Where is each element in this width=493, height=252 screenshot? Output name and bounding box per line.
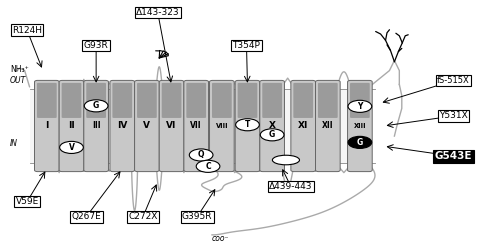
Text: VII: VII bbox=[190, 121, 202, 131]
Text: T354P: T354P bbox=[233, 41, 260, 50]
Text: III: III bbox=[92, 121, 101, 131]
FancyBboxPatch shape bbox=[350, 83, 370, 118]
FancyBboxPatch shape bbox=[348, 80, 372, 172]
Text: IN: IN bbox=[10, 139, 18, 148]
FancyBboxPatch shape bbox=[112, 83, 132, 118]
Text: coo⁻: coo⁻ bbox=[212, 234, 229, 243]
Text: V: V bbox=[69, 143, 74, 152]
Text: IX: IX bbox=[242, 121, 253, 131]
Circle shape bbox=[60, 141, 83, 153]
FancyBboxPatch shape bbox=[235, 80, 260, 172]
Text: Δ439-443: Δ439-443 bbox=[269, 182, 313, 191]
Text: Q267E: Q267E bbox=[71, 212, 101, 221]
Text: T: T bbox=[245, 120, 250, 129]
FancyBboxPatch shape bbox=[318, 83, 338, 118]
FancyBboxPatch shape bbox=[110, 80, 135, 172]
FancyBboxPatch shape bbox=[293, 83, 313, 118]
Text: V59E: V59E bbox=[15, 197, 39, 206]
Text: G: G bbox=[357, 138, 363, 147]
Text: G543E: G543E bbox=[435, 151, 472, 161]
Circle shape bbox=[236, 119, 259, 131]
FancyBboxPatch shape bbox=[135, 80, 159, 172]
Text: Y531X: Y531X bbox=[439, 111, 468, 120]
Text: Δ143-323: Δ143-323 bbox=[136, 8, 179, 17]
Text: Y: Y bbox=[357, 102, 362, 111]
Text: IV: IV bbox=[117, 121, 128, 131]
FancyBboxPatch shape bbox=[84, 80, 108, 172]
Text: XIII: XIII bbox=[353, 123, 366, 129]
Text: VIII: VIII bbox=[215, 123, 228, 129]
Circle shape bbox=[196, 160, 220, 172]
Text: G: G bbox=[269, 130, 275, 139]
FancyBboxPatch shape bbox=[210, 80, 234, 172]
Text: VI: VI bbox=[166, 121, 177, 131]
FancyBboxPatch shape bbox=[37, 83, 57, 118]
Text: G395R: G395R bbox=[182, 212, 212, 221]
Text: OUT: OUT bbox=[10, 76, 26, 85]
Text: C272X: C272X bbox=[128, 212, 158, 221]
Text: G93R: G93R bbox=[84, 41, 108, 50]
FancyBboxPatch shape bbox=[238, 83, 257, 118]
Text: C: C bbox=[205, 162, 211, 171]
FancyBboxPatch shape bbox=[212, 83, 232, 118]
FancyBboxPatch shape bbox=[62, 83, 81, 118]
Text: G: G bbox=[93, 101, 99, 110]
Circle shape bbox=[348, 136, 372, 148]
Text: XI: XI bbox=[298, 121, 309, 131]
Ellipse shape bbox=[272, 155, 300, 165]
Circle shape bbox=[189, 149, 213, 161]
Text: fS-515X: fS-515X bbox=[437, 76, 470, 85]
Text: Q: Q bbox=[198, 150, 205, 160]
FancyBboxPatch shape bbox=[35, 80, 59, 172]
Circle shape bbox=[84, 100, 108, 112]
Bar bbox=[30, 89, 372, 163]
Text: V: V bbox=[143, 121, 150, 131]
FancyBboxPatch shape bbox=[260, 80, 284, 172]
Circle shape bbox=[348, 100, 372, 112]
FancyBboxPatch shape bbox=[184, 80, 209, 172]
Text: NH₃⁺: NH₃⁺ bbox=[10, 65, 29, 74]
FancyBboxPatch shape bbox=[316, 80, 340, 172]
FancyBboxPatch shape bbox=[162, 83, 181, 118]
Text: XII: XII bbox=[322, 121, 334, 131]
FancyBboxPatch shape bbox=[291, 80, 316, 172]
FancyBboxPatch shape bbox=[86, 83, 106, 118]
FancyBboxPatch shape bbox=[262, 83, 282, 118]
Circle shape bbox=[260, 129, 284, 141]
Text: II: II bbox=[68, 121, 75, 131]
FancyBboxPatch shape bbox=[159, 80, 184, 172]
FancyBboxPatch shape bbox=[186, 83, 206, 118]
Text: R124H: R124H bbox=[12, 26, 42, 35]
Text: X: X bbox=[269, 121, 276, 131]
FancyBboxPatch shape bbox=[137, 83, 157, 118]
FancyBboxPatch shape bbox=[59, 80, 84, 172]
Text: I: I bbox=[45, 121, 48, 131]
